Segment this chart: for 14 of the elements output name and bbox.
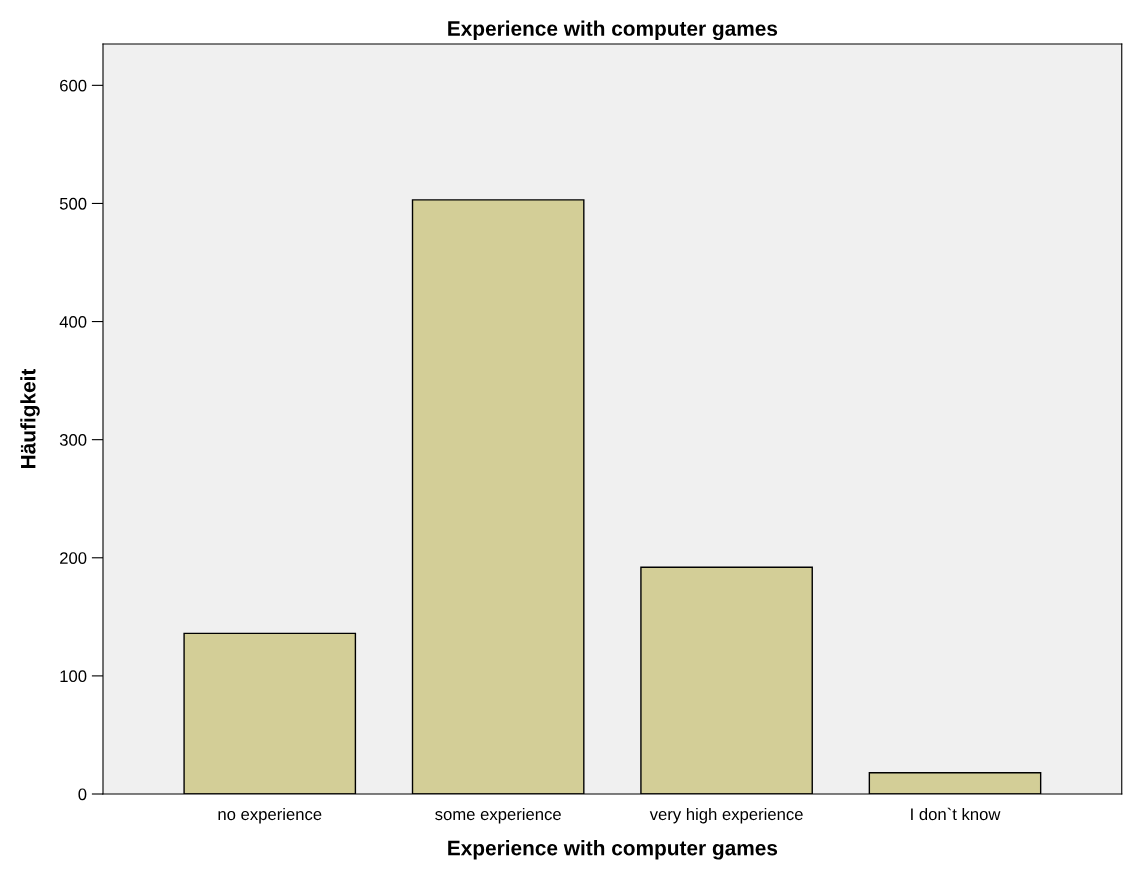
y-tick-label: 500 [59, 197, 87, 210]
y-tick-label: 300 [59, 434, 87, 446]
y-tick-label: 0 [78, 788, 87, 801]
y-axis-title: Häufigkeit [20, 368, 40, 468]
x-tick-label: some experience [435, 807, 561, 824]
y-tick-label: 100 [60, 670, 87, 683]
y-tick-label: 200 [60, 552, 87, 564]
x-axis-title: Experience with computer games [448, 840, 778, 860]
y-tick-label: 600 [60, 79, 87, 92]
chart-title: Experience with computer games [448, 20, 778, 41]
x-tick-label: very high experience [649, 807, 803, 824]
x-tick-label: no experience [218, 807, 322, 824]
y-tick-label: 400 [59, 315, 87, 328]
x-tick-label: I don`t know [911, 807, 1001, 821]
